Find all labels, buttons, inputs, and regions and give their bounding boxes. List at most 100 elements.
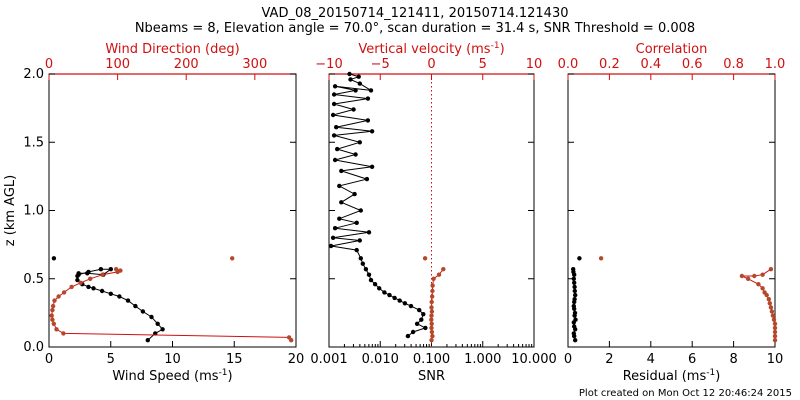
x2-tick-label-2-3: 0.6 bbox=[682, 57, 703, 72]
data-point-1-0-25 bbox=[332, 226, 338, 231]
data-point-2-2-7 bbox=[769, 309, 775, 314]
data-point-2-0-20 bbox=[571, 267, 576, 272]
data-point-1-0-10 bbox=[392, 295, 397, 301]
data-point-1-1-14 bbox=[436, 272, 442, 277]
data-point-1-0-23 bbox=[330, 235, 336, 240]
x2-axis-label-0: Wind Direction (deg) bbox=[105, 42, 239, 57]
data-point-1-0-39 bbox=[331, 133, 337, 138]
x-tick-label-1-2: 0.100 bbox=[413, 352, 450, 367]
data-point-0-2-1 bbox=[286, 335, 292, 340]
data-point-2-2-17 bbox=[752, 273, 757, 279]
data-point-1-0-14 bbox=[372, 282, 378, 287]
data-point-1-0-31 bbox=[337, 183, 342, 189]
data-point-0-2-8 bbox=[50, 303, 56, 309]
data-point-1-0-1 bbox=[410, 329, 416, 335]
data-point-1-0-3 bbox=[414, 321, 420, 326]
data-point-1-0-15 bbox=[368, 277, 374, 283]
x-tick-label-2-1: 2 bbox=[605, 352, 613, 367]
data-point-2-2-10 bbox=[766, 297, 771, 302]
x-tick-label-2-3: 6 bbox=[688, 352, 696, 367]
data-point-1-0-17 bbox=[363, 267, 369, 272]
data-point-1-1-7 bbox=[429, 309, 435, 314]
x2-tick-label-2-2: 0.4 bbox=[640, 57, 661, 72]
y-tick-label-2: 1.0 bbox=[23, 204, 44, 219]
data-point-1-0-19 bbox=[358, 256, 363, 261]
data-point-0-3-0 bbox=[230, 256, 235, 261]
data-point-1-0-0 bbox=[405, 333, 411, 339]
data-point-2-0-2 bbox=[571, 331, 576, 336]
data-point-1-0-36 bbox=[353, 152, 358, 157]
data-point-0-0-10 bbox=[99, 288, 105, 294]
data-point-1-0-33 bbox=[339, 168, 344, 174]
data-point-0-0-3 bbox=[155, 321, 160, 326]
data-point-1-1-13 bbox=[431, 276, 436, 281]
data-point-1-0-6 bbox=[417, 307, 422, 313]
data-point-0-2-14 bbox=[88, 276, 93, 281]
data-point-1-0-29 bbox=[339, 200, 344, 205]
data-point-1-0-28 bbox=[358, 208, 363, 213]
data-point-0-1-0 bbox=[51, 256, 57, 261]
data-point-1-0-35 bbox=[332, 157, 338, 163]
residual-correlation-panel: 0 2 4 6 8 10 0.0 0.2 0.4 0.6 0.8 1.0 Residual (ms-1)… bbox=[558, 42, 786, 384]
data-point-1-0-42 bbox=[365, 118, 371, 123]
x-tick-label-1-1: 0.010 bbox=[362, 352, 399, 367]
data-point-0-0-18 bbox=[98, 267, 104, 272]
data-point-0-0-5 bbox=[140, 309, 146, 314]
data-point-0-0-14 bbox=[75, 277, 80, 283]
data-point-0-2-3 bbox=[54, 327, 59, 332]
x2-tick-label-0-2: 200 bbox=[174, 57, 199, 72]
x-tick-label-0-3: 15 bbox=[226, 352, 243, 367]
data-point-1-1-5 bbox=[429, 317, 434, 322]
x-tick-label-2-5: 10 bbox=[767, 352, 784, 367]
x2-axis-label-2: Correlation bbox=[636, 42, 708, 57]
data-point-2-2-6 bbox=[770, 313, 776, 318]
data-point-1-1-6 bbox=[429, 313, 434, 318]
data-point-1-0-48 bbox=[353, 88, 358, 93]
data-point-2-0-13 bbox=[573, 292, 578, 298]
data-point-2-2-3 bbox=[772, 325, 778, 331]
x-axis-label-0: Wind Speed (ms-1) bbox=[112, 368, 232, 384]
y-tick-label-0: 0.0 bbox=[23, 340, 44, 355]
data-point-1-1-1 bbox=[430, 333, 435, 339]
data-point-1-0-27 bbox=[337, 216, 342, 221]
data-point-0-0-19 bbox=[108, 267, 114, 272]
data-point-1-0-53 bbox=[356, 74, 361, 79]
data-point-1-0-30 bbox=[352, 191, 357, 197]
data-point-1-2-0 bbox=[422, 256, 428, 261]
figure-title-line1: VAD_08_20150714_121411, 20150714.121430 bbox=[262, 6, 569, 21]
data-point-0-2-7 bbox=[50, 307, 55, 313]
data-point-1-0-54 bbox=[347, 71, 352, 77]
x-tick-label-0-0: 0 bbox=[45, 352, 53, 367]
data-point-2-0-16 bbox=[572, 280, 577, 285]
data-point-2-2-0 bbox=[772, 338, 778, 343]
data-point-0-0-21 bbox=[85, 271, 90, 276]
x2-tick-label-1-3: 5 bbox=[479, 57, 487, 72]
series-line-1-0 bbox=[331, 73, 427, 337]
data-point-0-0-1 bbox=[153, 331, 158, 336]
data-point-1-0-12 bbox=[382, 290, 387, 295]
data-point-2-1-0 bbox=[577, 256, 582, 261]
data-point-0-0-22 bbox=[76, 271, 81, 276]
data-point-2-2-4 bbox=[772, 321, 778, 326]
data-point-2-0-0 bbox=[573, 338, 578, 343]
data-point-0-0-12 bbox=[86, 284, 91, 290]
x-tick-label-0-4: 20 bbox=[288, 352, 305, 367]
data-point-2-0-17 bbox=[571, 276, 576, 281]
data-point-2-0-14 bbox=[572, 288, 577, 294]
x2-tick-label-0-1: 100 bbox=[105, 57, 130, 72]
data-point-0-2-15 bbox=[100, 272, 105, 277]
data-point-1-0-2 bbox=[423, 325, 428, 331]
figure-footer: Plot created on Mon Oct 12 20:46:24 2015 bbox=[579, 388, 792, 399]
data-point-2-2-14 bbox=[756, 282, 761, 287]
data-point-1-0-38 bbox=[357, 140, 362, 145]
data-point-2-2-19 bbox=[768, 267, 774, 272]
data-point-1-0-8 bbox=[402, 301, 408, 306]
x-axis-label-1: SNR bbox=[418, 369, 445, 384]
data-point-1-1-4 bbox=[429, 321, 434, 326]
x2-tick-label-2-0: 0.0 bbox=[558, 57, 579, 72]
data-point-2-2-2 bbox=[772, 329, 778, 335]
data-point-1-0-24 bbox=[366, 230, 372, 235]
data-point-1-0-5 bbox=[421, 312, 426, 317]
data-point-2-0-8 bbox=[572, 310, 578, 316]
y-tick-label-4: 2.0 bbox=[23, 67, 44, 82]
